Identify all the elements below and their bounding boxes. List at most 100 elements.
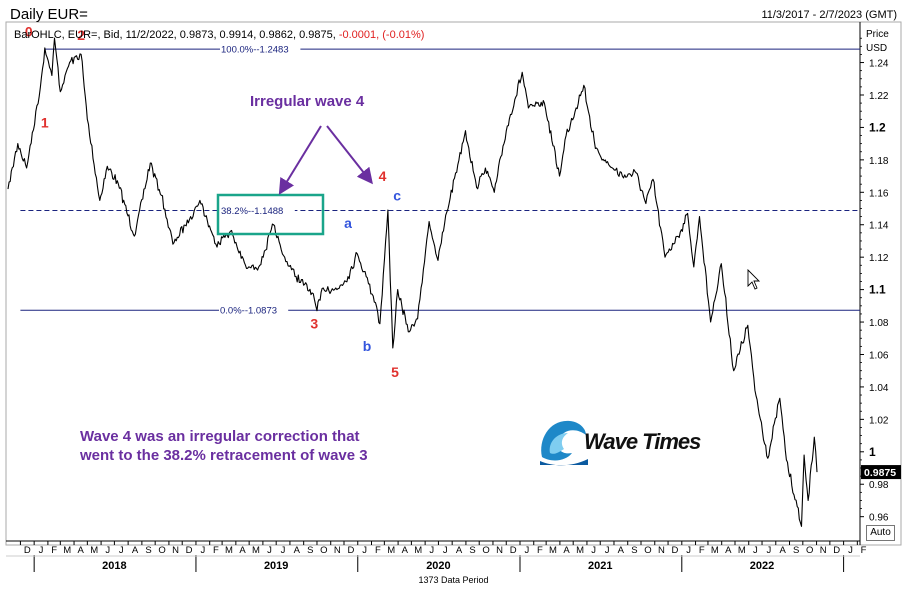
- x-month-label-26: F: [375, 545, 381, 556]
- x-month-label-41: M: [576, 545, 584, 556]
- wave-label-5: 5: [391, 364, 399, 380]
- last-price-label: 0.9875: [864, 467, 896, 479]
- x-month-label-40: A: [563, 545, 570, 556]
- x-month-label-14: F: [213, 545, 219, 556]
- x-month-label-23: N: [334, 545, 341, 556]
- fib-label-bg-1: [220, 205, 295, 216]
- wave-times-logo: Wave Times: [536, 413, 706, 469]
- arrow-to-wave-4: [326, 125, 373, 185]
- x-month-label-3: M: [63, 545, 71, 556]
- x-month-label-53: M: [738, 545, 746, 556]
- plot-border: [5, 21, 902, 546]
- last-price-box: [861, 465, 901, 480]
- x-month-label-15: M: [225, 545, 233, 556]
- x-month-label-38: F: [537, 545, 543, 556]
- x-month-label-29: M: [414, 545, 422, 556]
- x-month-label-16: A: [239, 545, 246, 556]
- x-month-label-8: A: [132, 545, 139, 556]
- fib-label-1: 38.2%--1.1488: [221, 206, 283, 217]
- x-month-label-35: N: [496, 545, 503, 556]
- annotation-note-line-1: Wave 4 was an irregular correction that: [80, 428, 360, 445]
- fib-label-bg-2: [219, 305, 289, 316]
- wave-label-1: 1: [41, 114, 49, 130]
- x-month-label-22: O: [320, 545, 327, 556]
- y-tick-label-13: 1.22: [869, 91, 889, 102]
- x-month-label-25: J: [362, 545, 367, 556]
- ohlc-readout: BarOHLC, EUR=, Bid, 11/2/2022, 0.9873, 0…: [14, 29, 424, 41]
- x-year-label-0: 2018: [102, 560, 126, 572]
- y-axis: 0.96 0.98 1 1.02 1.04 1.06 1.08 1.1 1.12 1.14 1.16…: [860, 37, 901, 524]
- chart-title: Daily EUR=: [10, 6, 88, 23]
- y-tick-label-2: 1: [869, 445, 876, 459]
- x-month-label-0: D: [24, 545, 31, 556]
- y-tick-label-7: 1.1: [869, 283, 886, 297]
- x-month-label-1: J: [39, 545, 44, 556]
- y-tick-label-3: 1.02: [869, 415, 889, 426]
- x-month-label-43: J: [605, 545, 610, 556]
- x-year-label-1: 2019: [264, 560, 288, 572]
- date-range: 11/3/2017 - 2/7/2023 (GMT): [761, 9, 897, 21]
- x-month-label-58: O: [806, 545, 813, 556]
- x-month-label-4: A: [78, 545, 85, 556]
- x-year-label-3: 2021: [588, 560, 612, 572]
- y-tick-label-11: 1.18: [869, 156, 889, 167]
- x-month-label-61: J: [848, 545, 853, 556]
- data-period-label: 1373 Data Period: [418, 575, 489, 585]
- x-month-label-34: O: [482, 545, 489, 556]
- x-month-label-33: S: [469, 545, 475, 556]
- ohlc-change: -0.0001, (-0.01%): [338, 29, 425, 41]
- x-month-label-56: A: [779, 545, 786, 556]
- x-month-label-46: O: [644, 545, 651, 556]
- x-month-label-42: J: [591, 545, 596, 556]
- x-month-label-49: J: [686, 545, 691, 556]
- x-month-label-55: J: [767, 545, 772, 556]
- x-month-label-18: J: [267, 545, 272, 556]
- y-tick-label-10: 1.16: [869, 188, 889, 199]
- x-month-label-13: J: [200, 545, 205, 556]
- x-year-label-4: 2022: [750, 560, 774, 572]
- ohlc-values: BarOHLC, EUR=, Bid, 11/2/2022, 0.9873, 0…: [14, 29, 336, 41]
- x-month-label-39: M: [549, 545, 557, 556]
- fib-label-2: 0.0%--1.0873: [220, 306, 277, 317]
- logo-text: Wave Times: [584, 429, 701, 454]
- x-month-label-44: A: [618, 545, 625, 556]
- x-month-label-30: J: [429, 545, 434, 556]
- x-month-label-19: J: [281, 545, 286, 556]
- y-tick-label-9: 1.14: [869, 221, 889, 232]
- axis-unit-currency: USD: [866, 43, 888, 54]
- wave-labels: 0 1 2 3 4 5 a b c: [25, 24, 401, 381]
- x-month-label-37: J: [524, 545, 529, 556]
- annotation-title: Irregular wave 4: [250, 93, 365, 110]
- wave-logo-icon: [540, 420, 588, 466]
- x-month-label-24: D: [347, 545, 354, 556]
- wave-label-b: b: [363, 338, 372, 354]
- x-month-label-62: F: [861, 545, 867, 556]
- x-month-label-9: S: [145, 545, 151, 556]
- y-tick-label-12: 1.2: [869, 120, 886, 134]
- wave-label-0: 0: [25, 24, 33, 40]
- y-tick-label-14: 1.24: [869, 59, 889, 70]
- retracement-highlight-box: [216, 193, 325, 236]
- x-month-label-31: J: [443, 545, 448, 556]
- annotation-note-line-2: went to the 38.2% retracement of wave 3: [80, 447, 368, 464]
- x-month-label-54: J: [753, 545, 758, 556]
- annotation-shapes: [216, 125, 761, 290]
- x-month-label-12: D: [186, 545, 193, 556]
- price-series: [7, 37, 818, 527]
- arrow-to-box: [278, 125, 322, 195]
- y-tick-label-0: 0.96: [869, 513, 889, 524]
- y-tick-label-5: 1.06: [869, 350, 889, 361]
- x-month-label-21: S: [307, 545, 313, 556]
- wave-label-a: a: [344, 215, 352, 231]
- axis-unit-price: Price: [866, 29, 889, 40]
- x-month-label-17: M: [252, 545, 260, 556]
- auto-scale-button[interactable]: Auto: [866, 525, 895, 541]
- price-line: [7, 37, 818, 527]
- mouse-cursor-icon: [747, 268, 761, 290]
- x-month-label-32: A: [456, 545, 463, 556]
- x-month-label-47: N: [658, 545, 665, 556]
- x-year-label-2: 2020: [426, 560, 450, 572]
- x-month-label-59: N: [820, 545, 827, 556]
- wave-label-2: 2: [77, 27, 85, 43]
